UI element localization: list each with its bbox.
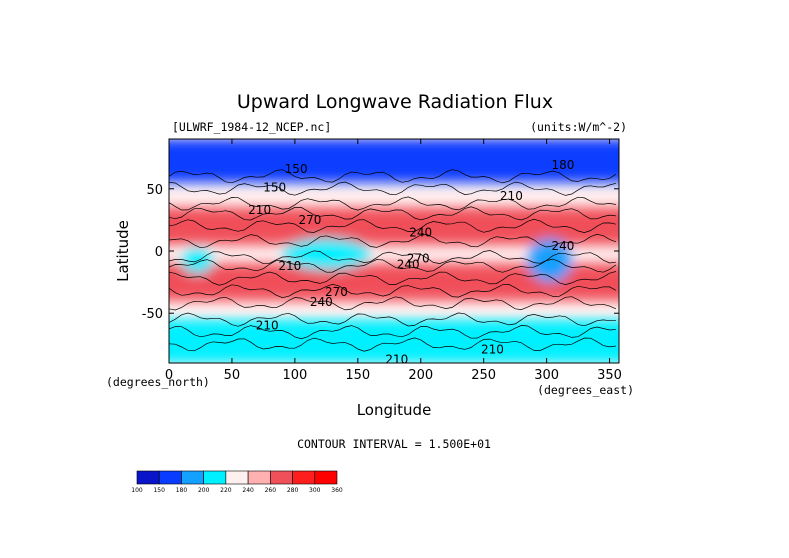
file-label: [ULWRF_1984-12_NCEP.nc]: [172, 120, 331, 134]
colorbar-tick-label: 220: [220, 487, 232, 494]
colorbar-swatch: [136, 470, 160, 485]
colorbar-tick-label: 150: [153, 487, 165, 494]
colorbar-tick-label: 200: [198, 487, 210, 494]
colorbar-swatch: [225, 470, 249, 485]
contour-line: [169, 258, 617, 273]
contour-lines: [169, 169, 617, 352]
x-tick-label: 350: [597, 368, 622, 383]
contour-interval: CONTOUR INTERVAL = 1.500E+01: [297, 437, 491, 451]
contour-labels: 1501501802102102402702702402102702402402…: [248, 158, 574, 366]
flux-field: [169, 139, 619, 363]
contour-label: 240: [310, 295, 333, 309]
y-axis: -50 0 50: [142, 183, 619, 322]
contour-line: [169, 296, 617, 311]
colorbar-swatch: [314, 470, 338, 485]
contour-line: [169, 181, 616, 196]
y-unit-label: (degrees_north): [106, 375, 210, 389]
y-axis-label: Latitude: [114, 220, 132, 282]
contour-line: [169, 283, 617, 298]
x-tick-label: 50: [224, 368, 241, 383]
x-tick-label: 250: [471, 368, 496, 383]
x-tick-label: 150: [345, 368, 370, 383]
colorbar: 100 150 180 200 220 240 260 280 300 360: [131, 470, 343, 494]
colorbar-tick-label: 300: [309, 487, 321, 494]
colorbar-swatch: [181, 470, 204, 485]
x-tick-label: 200: [408, 368, 433, 383]
contour-line: [169, 206, 616, 221]
contour-label: 270: [325, 285, 348, 299]
colorbar-tick-label: 180: [176, 487, 188, 494]
colorbar-swatch: [270, 470, 293, 485]
field-region: [282, 238, 371, 270]
contour-label: 240: [552, 239, 575, 253]
colorbar-tick-label: 100: [131, 487, 143, 494]
x-axis-label: Longitude: [357, 401, 432, 419]
y-tick-label: 0: [155, 245, 163, 260]
colorbar-swatch: [247, 470, 271, 485]
field-region: [527, 238, 572, 283]
chart-title: Upward Longwave Radiation Flux: [237, 91, 553, 113]
field-region: [169, 319, 619, 363]
y-tick-label: -50: [142, 307, 163, 322]
colorbar-tick-label: 240: [242, 487, 254, 494]
x-axis: 0 50 100 150 200 250 300 350: [165, 139, 622, 383]
contour-line: [169, 271, 616, 286]
colorbar-swatch: [158, 470, 182, 485]
contour-label: 150: [263, 181, 286, 195]
contour-label: 240: [397, 258, 420, 272]
colorbar-swatch: [292, 470, 316, 485]
contour-line: [169, 250, 616, 265]
contour-label: 270: [407, 251, 430, 265]
contour-label: 210: [248, 203, 271, 217]
colorbar-swatch: [203, 470, 227, 485]
colorbar-tick-label: 360: [331, 487, 343, 494]
x-unit-label: (degrees_east): [537, 383, 634, 397]
colorbar-tick-label: 260: [265, 487, 277, 494]
contour-line: [169, 337, 616, 352]
contour-label: 270: [299, 213, 322, 227]
contour-line: [169, 169, 617, 184]
x-tick-label: 100: [282, 368, 307, 383]
x-tick-label: 300: [534, 368, 559, 383]
contour-label: 210: [256, 319, 279, 333]
contour-label: 210: [481, 342, 504, 356]
x-tick-label: 0: [165, 368, 173, 383]
contour-label: 240: [409, 225, 432, 239]
contour-line: [169, 325, 616, 340]
y-tick-label: 50: [146, 183, 163, 198]
contour-label: 210: [278, 259, 301, 273]
contour-label: 210: [385, 352, 408, 366]
contour-line: [169, 233, 617, 249]
contour-label: 150: [285, 162, 308, 176]
field-region: [169, 207, 619, 245]
contour-line: [169, 312, 616, 327]
contour-line: [169, 218, 616, 233]
contour-line: [169, 196, 616, 211]
field-region: [169, 139, 619, 183]
colorbar-tick-label: 280: [287, 487, 299, 494]
contour-label: 180: [552, 158, 575, 172]
units-label: (units:W/m^-2): [530, 120, 627, 134]
contour-label: 210: [500, 189, 523, 203]
